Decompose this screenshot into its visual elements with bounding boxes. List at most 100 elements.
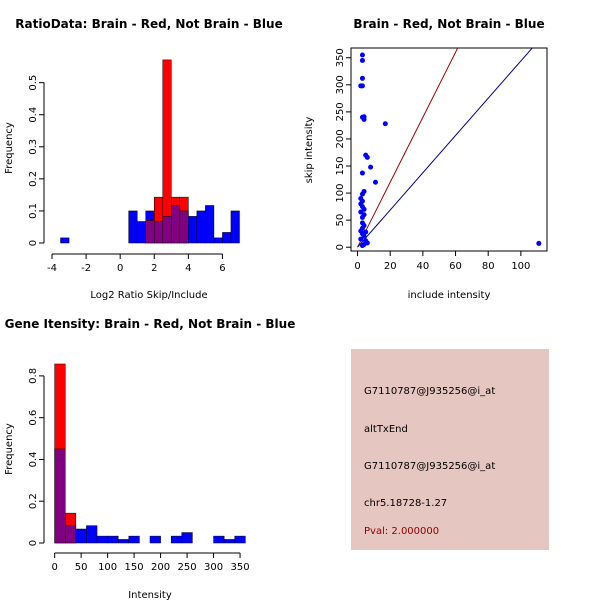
intensity-scatter-title: Brain - Red, Not Brain - Blue [353, 17, 544, 31]
gene-bar-overlap [54, 448, 66, 544]
scatter-x-tick-label: 60 [449, 261, 462, 272]
gene-bar-notbrain [234, 535, 246, 544]
gene-y-tick-label: 0.2 [28, 493, 39, 509]
gene-x-tick-label: 150 [125, 562, 144, 573]
gene-x-tick-label: 300 [204, 562, 223, 573]
gene-x-tick-label: 350 [231, 562, 250, 573]
ratio-bar-notbrain [128, 210, 138, 244]
ratio-x-tick-label: 4 [185, 263, 191, 274]
scatter-y-tick-label: 350 [335, 48, 346, 67]
scatter-x-tick-label: 20 [384, 261, 397, 272]
scatter-y-tick-label: 300 [335, 75, 346, 94]
ratio-bar-overlap [179, 210, 189, 244]
gene-bar-notbrain [149, 535, 161, 544]
gene-y-tick-label: 0.4 [28, 451, 39, 467]
gene-x-tick-label: 0 [51, 562, 57, 573]
ratio-y-tick-label: 0.4 [28, 107, 39, 123]
ratio-x-tick-label: 6 [219, 263, 225, 274]
intensity-scatter-xlabel: include intensity [408, 290, 491, 301]
gene-bar-notbrain [117, 539, 130, 544]
probe-id-secondary: G7110787@J935256@i_at [364, 461, 496, 472]
ratio-histogram-xlabel: Log2 Ratio Skip/Include [90, 290, 207, 301]
scatter-point [382, 121, 388, 127]
scatter-point [361, 114, 367, 120]
ratio-bar-notbrain [196, 210, 206, 244]
gene-bar-notbrain [181, 532, 193, 544]
scatter-point [368, 164, 374, 170]
ratio-bar-notbrain [205, 205, 215, 244]
probe-id: G7110787@J935256@i_at [364, 386, 496, 397]
gene-bar-notbrain [223, 539, 236, 544]
ratio-bar-notbrain [230, 210, 240, 244]
scatter-y-tick-label: 250 [335, 102, 346, 121]
scatter-point [536, 240, 542, 246]
scatter-point [358, 236, 364, 242]
scatter-x-tick-label: 80 [482, 261, 495, 272]
event-type: altTxEnd [364, 424, 408, 435]
gene-x-tick-label: 100 [98, 562, 117, 573]
genomic-location: chr5.18728-1.27 [364, 498, 448, 509]
ratio-bar-overlap [154, 221, 164, 244]
gene-bar-notbrain [86, 525, 98, 544]
gene-y-tick-label: 0.6 [28, 410, 39, 426]
ratio-x-tick-label: 2 [151, 263, 157, 274]
ratio-bar-notbrain [213, 237, 223, 244]
scatter-frame [350, 47, 548, 252]
scatter-point [359, 52, 365, 58]
scatter-x-tick-label: 0 [354, 261, 360, 272]
ratio-y-tick-label: 0 [28, 240, 39, 246]
scatter-y-tick-label: 50 [335, 214, 346, 227]
ratio-bar-overlap [145, 219, 155, 244]
gene-y-tick-label: 0.8 [28, 368, 39, 384]
gene-intensity-histogram: Gene Itensity: Brain - Red, Not Brain - … [4, 317, 295, 600]
gene-x-tick-label: 250 [178, 562, 197, 573]
ratio-y-tick-label: 0.2 [28, 171, 39, 187]
gene-x-tick-label: 200 [151, 562, 170, 573]
gene-bar-notbrain [213, 535, 225, 544]
gene-bar-overlap [64, 525, 77, 544]
gene-bar-notbrain [75, 528, 87, 544]
probe-info-panel: G7110787@J935256@i_at altTxEnd G7110787@… [351, 349, 549, 550]
scatter-x-tick-label: 40 [416, 261, 429, 272]
ratio-y-tick-label: 0.5 [28, 75, 39, 91]
ratio-histogram: RatioData: Brain - Red, Not Brain - Blue… [4, 17, 283, 301]
scatter-point [373, 179, 378, 185]
scatter-point [359, 57, 365, 63]
gene-x-tick-label: 50 [75, 562, 88, 573]
scatter-y-tick-label: 200 [335, 129, 346, 148]
ratio-x-tick-label: -4 [47, 263, 57, 274]
ratio-bar-notbrain [188, 216, 198, 244]
ratio-bar-notbrain [60, 237, 70, 244]
scatter-point [364, 154, 370, 160]
intensity-scatter-ylabel: skip intensity [304, 117, 315, 184]
scatter-y-tick-label: 0 [335, 244, 346, 250]
ratio-x-tick-label: -2 [81, 263, 91, 274]
scatter-point [359, 243, 365, 249]
scatter-point [359, 83, 365, 89]
gene-bar-notbrain [107, 535, 119, 544]
ratio-bar-notbrain [136, 221, 146, 244]
gene-bar-notbrain [128, 535, 140, 544]
scatter-y-tick-label: 100 [335, 184, 346, 203]
ratio-x-tick-label: 0 [117, 263, 123, 274]
gene-y-tick-label: 0 [28, 540, 39, 546]
ratio-y-tick-label: 0.1 [28, 203, 39, 219]
scatter-point [359, 214, 365, 220]
scatter-point [359, 191, 365, 197]
scatter-y-tick-label: 150 [335, 156, 346, 175]
intensity-scatter: Brain - Red, Not Brain - Blue include in… [304, 17, 548, 301]
gene-bar-notbrain [96, 535, 108, 544]
scatter-fit-line-red [357, 48, 459, 248]
gene-bar-notbrain [170, 535, 183, 544]
scatter-point [359, 170, 365, 176]
scatter-point [359, 75, 365, 81]
ratio-histogram-ylabel: Frequency [4, 122, 15, 174]
ratio-y-tick-label: 0.3 [28, 139, 39, 155]
scatter-fit-line-blue [357, 48, 533, 248]
ratio-bar-notbrain [222, 232, 232, 244]
scatter-x-tick-label: 100 [511, 261, 530, 272]
gene-intensity-xlabel: Intensity [128, 590, 172, 600]
pval-text: Pval: 2.000000 [364, 526, 440, 537]
ratio-histogram-title: RatioData: Brain - Red, Not Brain - Blue [15, 17, 282, 31]
